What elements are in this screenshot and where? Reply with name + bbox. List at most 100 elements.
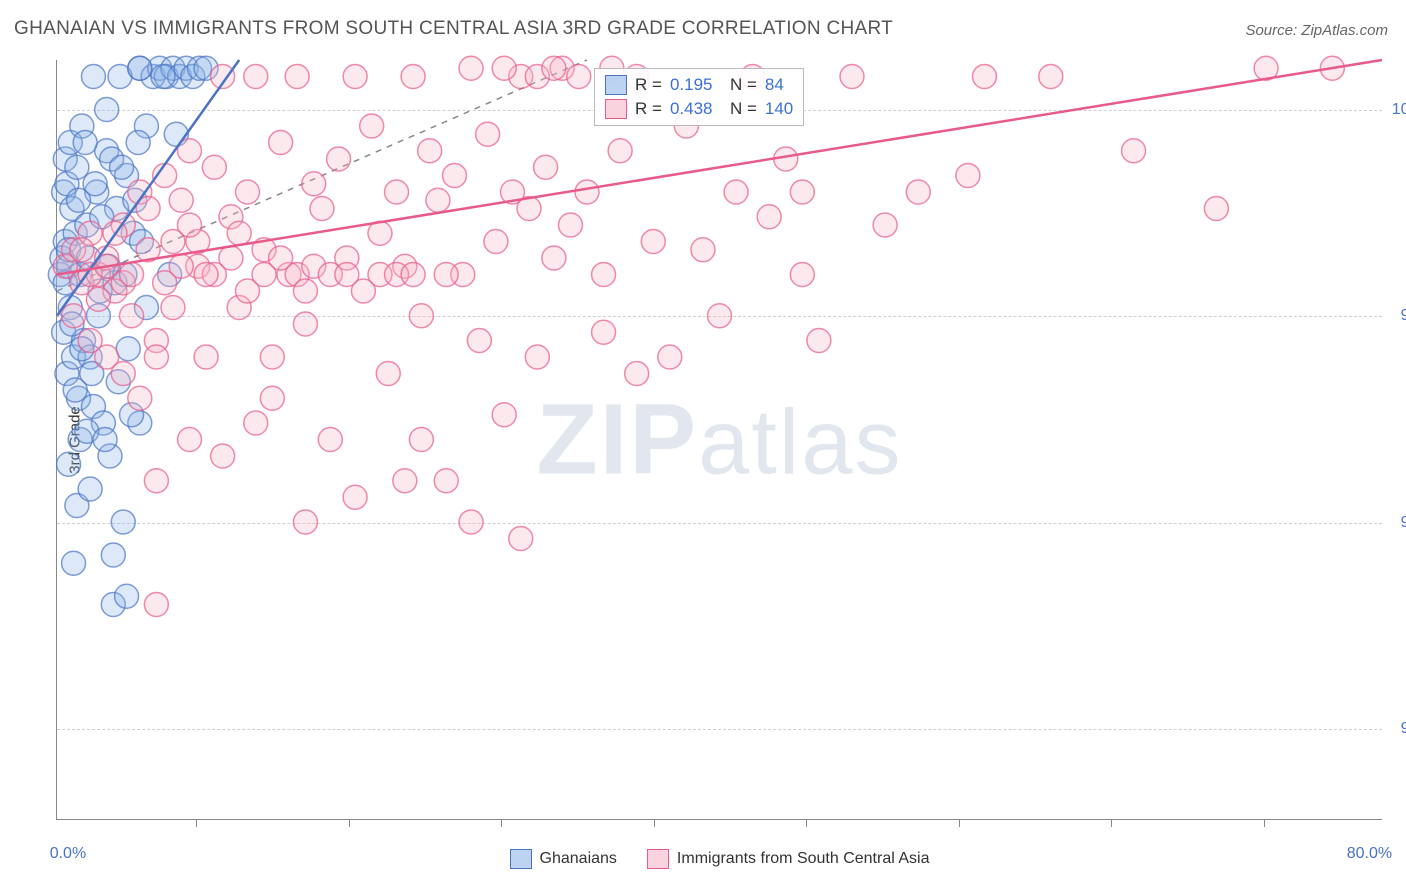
scatter-point xyxy=(57,452,81,476)
scatter-point xyxy=(906,180,930,204)
scatter-point xyxy=(244,411,268,435)
ytick-label: 100.0% xyxy=(1386,101,1406,119)
scatter-point xyxy=(81,65,105,89)
legend-r-value: 0.438 xyxy=(670,97,713,121)
scatter-point xyxy=(641,230,665,254)
scatter-point xyxy=(956,164,980,188)
scatter-point xyxy=(169,254,193,278)
scatter-point xyxy=(73,131,97,155)
scatter-point xyxy=(260,345,284,369)
xtick-mark xyxy=(654,819,655,827)
scatter-point xyxy=(385,180,409,204)
scatter-point xyxy=(467,329,491,353)
scatter-point xyxy=(376,362,400,386)
legend-stat-label: R = xyxy=(635,97,662,121)
scatter-point xyxy=(151,65,175,89)
scatter-point xyxy=(144,593,168,617)
scatter-point xyxy=(592,263,616,287)
scatter-point xyxy=(62,304,86,328)
scatter-point xyxy=(343,65,367,89)
scatter-point xyxy=(1204,197,1228,221)
scatter-point xyxy=(202,155,226,179)
scatter-point xyxy=(219,246,243,270)
scatter-point xyxy=(459,510,483,534)
scatter-point xyxy=(691,238,715,262)
scatter-point xyxy=(873,213,897,237)
chart-title: GHANAIAN VS IMMIGRANTS FROM SOUTH CENTRA… xyxy=(14,18,893,40)
scatter-point xyxy=(70,238,94,262)
scatter-point xyxy=(194,345,218,369)
scatter-point xyxy=(310,197,334,221)
scatter-point xyxy=(434,263,458,287)
legend-series-name: Ghanaians xyxy=(540,850,617,868)
scatter-point xyxy=(293,510,317,534)
scatter-point xyxy=(625,362,649,386)
scatter-point xyxy=(78,477,102,501)
scatter-point xyxy=(542,56,566,80)
scatter-point xyxy=(534,155,558,179)
ytick-label: 92.5% xyxy=(1386,720,1406,738)
legend-inset-row: R = 0.438 N = 140 xyxy=(605,97,793,121)
scatter-point xyxy=(807,329,831,353)
scatter-point xyxy=(426,188,450,212)
scatter-point xyxy=(1039,65,1063,89)
scatter-point xyxy=(575,180,599,204)
scatter-point xyxy=(293,279,317,303)
scatter-point xyxy=(409,304,433,328)
legend-inset: R =0.195 N =84R =0.438 N =140 xyxy=(594,68,804,126)
legend-r-value: 0.195 xyxy=(670,73,713,97)
scatter-point xyxy=(144,469,168,493)
scatter-point xyxy=(393,469,417,493)
xtick-mark xyxy=(1111,819,1112,827)
scatter-point xyxy=(790,263,814,287)
scatter-point xyxy=(260,386,284,410)
scatter-point xyxy=(724,180,748,204)
xtick-mark xyxy=(501,819,502,827)
scatter-point xyxy=(120,304,144,328)
scatter-point xyxy=(492,403,516,427)
legend-series-name: Immigrants from South Central Asia xyxy=(677,850,930,868)
ytick-label: 95.0% xyxy=(1386,514,1406,532)
legend-stat-label: N = xyxy=(721,73,757,97)
legend-stat-label: R = xyxy=(635,73,662,97)
scatter-point xyxy=(492,56,516,80)
scatter-point xyxy=(1122,139,1146,163)
scatter-point xyxy=(343,485,367,509)
scatter-point xyxy=(144,345,168,369)
scatter-point xyxy=(178,213,202,237)
scatter-point xyxy=(509,527,533,551)
scatter-point xyxy=(120,263,144,287)
xtick-mark xyxy=(196,819,197,827)
scatter-point xyxy=(708,304,732,328)
scatter-point xyxy=(459,56,483,80)
legend-swatch xyxy=(605,75,627,95)
scatter-point xyxy=(116,337,140,361)
scatter-point xyxy=(360,114,384,138)
scatter-point xyxy=(608,139,632,163)
scatter-point xyxy=(476,122,500,146)
scatter-point xyxy=(840,65,864,89)
scatter-point xyxy=(110,155,134,179)
xtick-mark xyxy=(349,819,350,827)
legend-stat-label: N = xyxy=(721,97,757,121)
scatter-point xyxy=(62,551,86,575)
scatter-point xyxy=(211,444,235,468)
scatter-point xyxy=(128,386,152,410)
scatter-svg xyxy=(57,60,1382,819)
scatter-point xyxy=(169,188,193,212)
legend-n-value: 140 xyxy=(765,97,793,121)
scatter-point xyxy=(327,147,351,171)
scatter-point xyxy=(790,180,814,204)
xtick-mark xyxy=(806,819,807,827)
legend-swatch xyxy=(647,849,669,869)
scatter-point xyxy=(83,172,107,196)
scatter-point xyxy=(111,510,135,534)
scatter-point xyxy=(368,221,392,245)
scatter-point xyxy=(161,296,185,320)
legend-bottom: Ghanaians Immigrants from South Central A… xyxy=(57,849,1382,869)
scatter-point xyxy=(318,428,342,452)
legend-bottom-item: Ghanaians xyxy=(510,849,617,869)
scatter-point xyxy=(542,246,566,270)
scatter-point xyxy=(126,131,150,155)
xtick-mark xyxy=(1264,819,1265,827)
